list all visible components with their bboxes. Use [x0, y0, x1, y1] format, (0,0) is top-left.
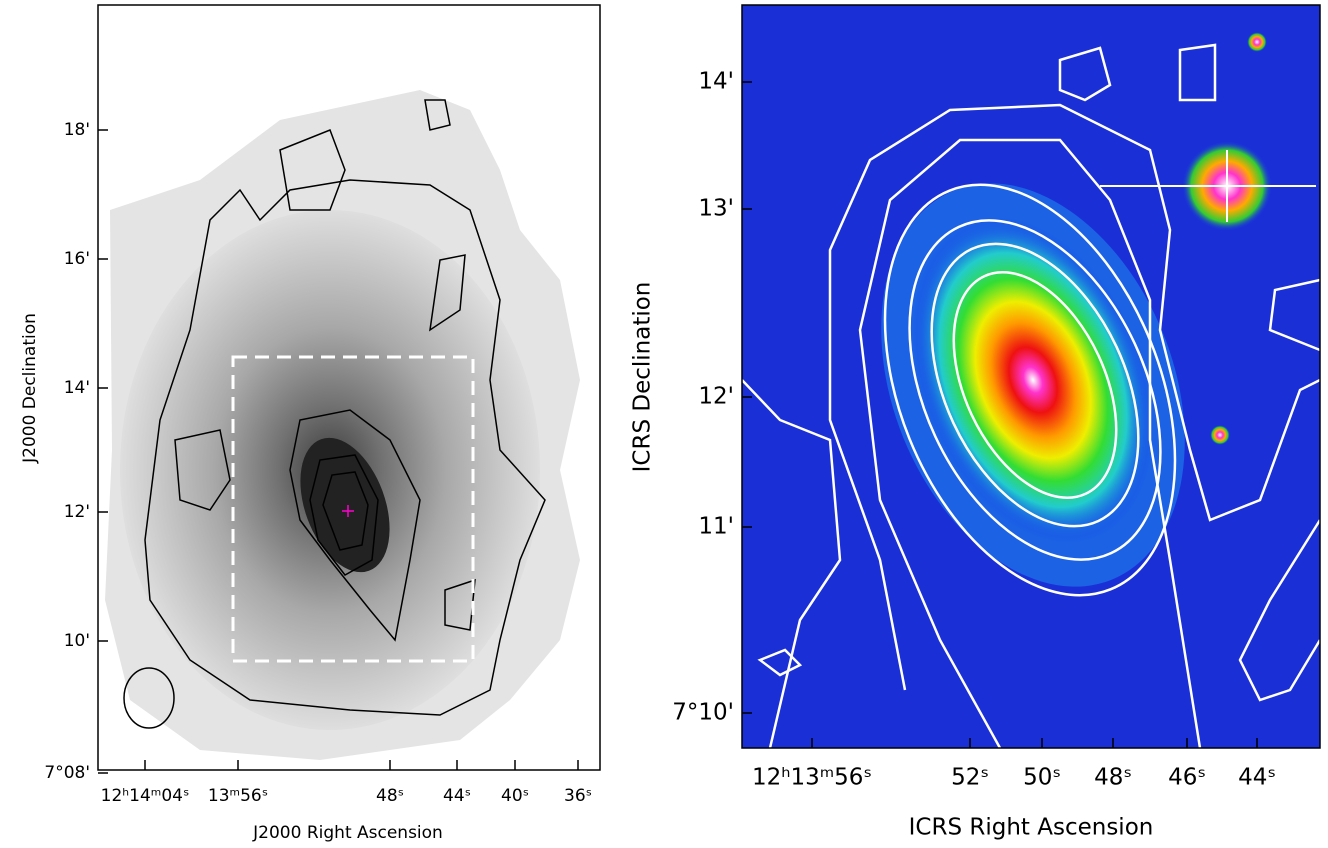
- x-tick-label: 12ʰ13ᵐ56ˢ: [752, 765, 872, 791]
- x-axis-label: ICRS Right Ascension: [909, 815, 1154, 841]
- y-tick-label: 11': [698, 514, 734, 540]
- x-tick-label: 12ʰ14ᵐ04ˢ: [101, 786, 190, 806]
- x-tick-label: 52ˢ: [951, 765, 989, 791]
- y-tick-label: 16': [64, 249, 90, 269]
- x-tick-label: 48ˢ: [376, 786, 404, 806]
- y-axis-label: J2000 Declination: [20, 313, 40, 464]
- x-tick-label: 44ˢ: [1238, 765, 1276, 791]
- y-tick-label: 14': [64, 378, 90, 398]
- y-tick-label: 14': [698, 69, 734, 95]
- y-tick-label: 12': [698, 384, 734, 410]
- right-image: [741, 4, 1322, 749]
- y-tick-label: 13': [698, 196, 734, 222]
- x-tick-label: 40ˢ: [501, 786, 529, 806]
- y-axis-label: ICRS Declination: [630, 282, 656, 473]
- x-tick-label: 36ˢ: [564, 786, 592, 806]
- x-tick-label: 13ᵐ56ˢ: [208, 786, 268, 806]
- x-tick-label: 50ˢ: [1023, 765, 1061, 791]
- y-tick-label: 12': [64, 502, 90, 522]
- left-image: [97, 4, 601, 771]
- y-tick-label: 18': [64, 120, 90, 140]
- x-tick-label: 46ˢ: [1168, 765, 1206, 791]
- x-axis-label: J2000 Right Ascension: [252, 823, 443, 843]
- y-tick-label: 10': [64, 631, 90, 651]
- x-tick-label: 48ˢ: [1094, 765, 1132, 791]
- y-tick-label: 7°10': [672, 700, 734, 726]
- x-tick-label: 44ˢ: [443, 786, 471, 806]
- y-tick-label: 7°08': [44, 763, 90, 783]
